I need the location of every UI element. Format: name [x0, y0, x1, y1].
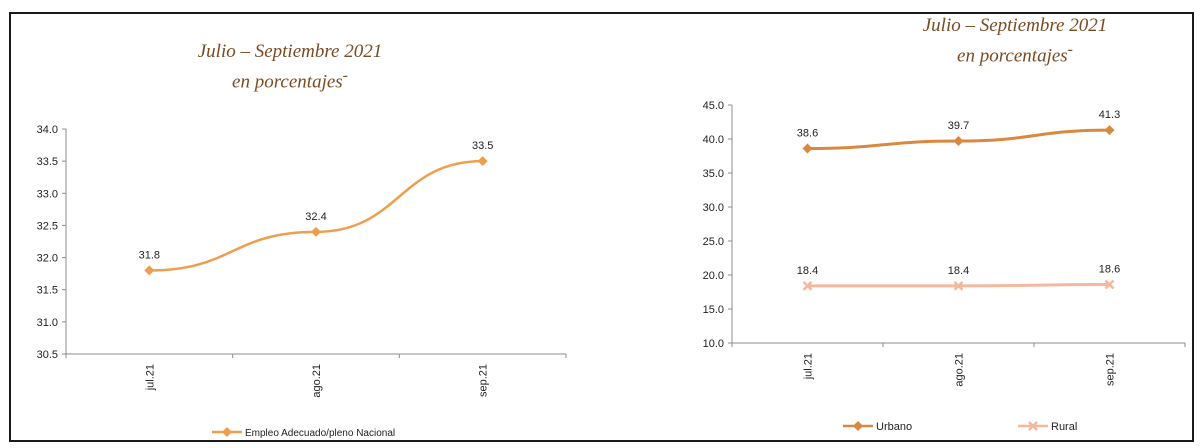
data-label: 41.3 [1099, 109, 1120, 121]
y-tick-label: 20.0 [703, 270, 724, 282]
y-tick-label: 15.0 [703, 304, 724, 316]
chart-left-subtitle: en porcentajes- [232, 67, 348, 93]
data-point [477, 156, 488, 167]
y-tick-label: 32.5 [37, 220, 58, 232]
chart-left-title: Julio – Septiembre 2021 en porcentajes- [180, 40, 400, 94]
data-point [953, 280, 964, 291]
x-tick-label: sep.21 [478, 364, 490, 397]
x-tick-label: jul.21 [803, 353, 815, 380]
legend-marker [1028, 421, 1038, 431]
legend-marker [853, 421, 863, 431]
data-label: 39.7 [948, 120, 969, 132]
chart-right-title: Julio – Septiembre 2021 en porcentajes- [905, 14, 1125, 68]
chart-left: Julio – Septiembre 2021 en porcentajes- … [0, 0, 600, 448]
x-tick-label: sep.21 [1105, 353, 1117, 386]
data-point [144, 265, 155, 276]
y-tick-label: 30.0 [703, 202, 724, 214]
data-label: 18.4 [797, 265, 818, 277]
data-point [802, 280, 813, 291]
chart-right: Julio – Septiembre 2021 en porcentajes- … [600, 0, 1202, 448]
y-tick-label: 25.0 [703, 236, 724, 248]
x-tick-label: jul.21 [144, 364, 156, 391]
data-point [1104, 279, 1115, 290]
chart-right-subtitle: en porcentajes- [957, 41, 1073, 67]
data-point [311, 226, 321, 237]
y-tick-label: 33.0 [37, 188, 58, 200]
y-tick-label: 34.0 [37, 124, 58, 136]
chart-left-plot: 30.5 31.0 31.5 32.0 32.5 33.0 33.5 34.0 jul.21 ag… [37, 124, 567, 439]
data-label: 32.4 [305, 211, 326, 223]
data-label: 38.6 [797, 128, 818, 140]
data-label: 18.4 [948, 265, 969, 277]
y-tick-label: 35.0 [703, 168, 724, 180]
y-tick-label: 33.5 [37, 156, 58, 168]
legend-label: Urbano [876, 421, 912, 433]
data-label: 31.8 [139, 249, 160, 261]
y-tick-label: 45.0 [703, 100, 724, 112]
data-label: 18.6 [1099, 264, 1120, 276]
data-point [953, 136, 964, 147]
chart-right-title-line1: Julio – Septiembre 2021 [922, 15, 1108, 36]
y-tick-label: 32.0 [37, 253, 58, 265]
chart-left-title-line1: Julio – Septiembre 2021 [197, 41, 383, 62]
data-point [1104, 125, 1115, 136]
data-label: 33.5 [472, 140, 493, 152]
y-tick-label: 10.0 [703, 338, 724, 350]
legend-label: Rural [1051, 421, 1077, 433]
y-tick-label: 31.0 [37, 317, 58, 329]
x-tick-label: ago.21 [954, 353, 966, 387]
legend-marker [222, 427, 232, 437]
y-tick-label: 30.5 [37, 349, 58, 361]
y-tick-label: 40.0 [703, 134, 724, 146]
data-point [802, 143, 813, 154]
figure-frame [9, 12, 1194, 442]
x-tick-label: ago.21 [311, 364, 323, 398]
y-tick-label: 31.5 [37, 285, 58, 297]
legend-label: Empleo Adecuado/pleno Nacional [245, 428, 395, 439]
chart-right-plot: 10.0 15.0 20.0 25.0 30.0 35.0 40.0 45.0 jul.21 ag… [703, 100, 1186, 433]
